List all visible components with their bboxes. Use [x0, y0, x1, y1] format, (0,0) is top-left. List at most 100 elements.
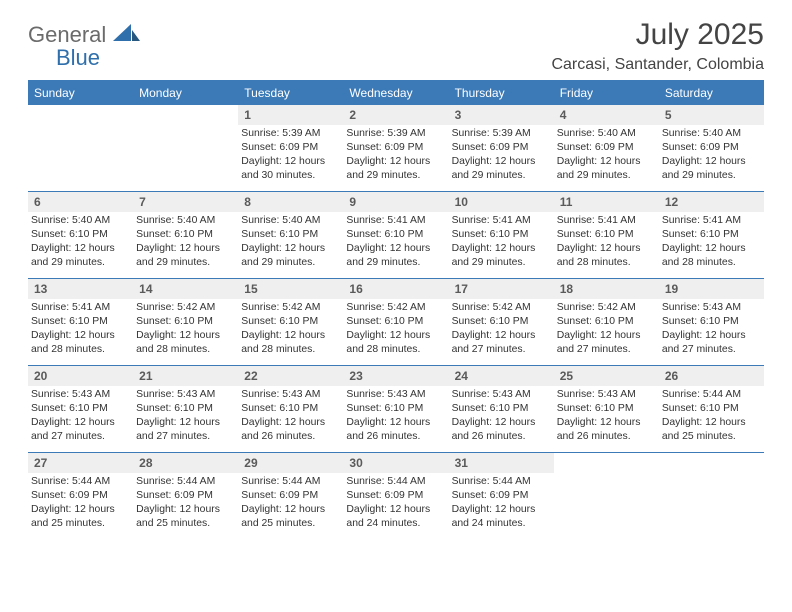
day-details: Sunrise: 5:39 AMSunset: 6:09 PMDaylight:…: [449, 125, 554, 187]
day-number: 24: [449, 366, 554, 386]
month-title: July 2025: [551, 18, 764, 52]
daylight-line2: and 29 minutes.: [452, 256, 551, 270]
sunset-text: Sunset: 6:09 PM: [662, 141, 761, 155]
sunset-text: Sunset: 6:10 PM: [136, 402, 235, 416]
weekday-header: Friday: [554, 82, 659, 105]
week-row: 20Sunrise: 5:43 AMSunset: 6:10 PMDayligh…: [28, 365, 764, 452]
daylight-line2: and 27 minutes.: [136, 430, 235, 444]
sunrise-text: Sunrise: 5:40 AM: [557, 127, 656, 141]
sunrise-text: Sunrise: 5:41 AM: [662, 214, 761, 228]
daylight-line1: Daylight: 12 hours: [452, 503, 551, 517]
day-cell: 25Sunrise: 5:43 AMSunset: 6:10 PMDayligh…: [554, 366, 659, 452]
calendar-page: General Blue July 2025 Carcasi, Santande…: [0, 0, 792, 539]
sunset-text: Sunset: 6:09 PM: [346, 489, 445, 503]
day-number: 27: [28, 453, 133, 473]
weekday-header: Sunday: [28, 82, 133, 105]
day-cell: 10Sunrise: 5:41 AMSunset: 6:10 PMDayligh…: [449, 192, 554, 278]
day-details: Sunrise: 5:41 AMSunset: 6:10 PMDaylight:…: [554, 212, 659, 274]
day-number: 13: [28, 279, 133, 299]
sunrise-text: Sunrise: 5:42 AM: [241, 301, 340, 315]
daylight-line2: and 29 minutes.: [662, 169, 761, 183]
day-details: Sunrise: 5:40 AMSunset: 6:10 PMDaylight:…: [28, 212, 133, 274]
daylight-line2: and 26 minutes.: [241, 430, 340, 444]
daylight-line1: Daylight: 12 hours: [136, 416, 235, 430]
day-number: 12: [659, 192, 764, 212]
daylight-line2: and 29 minutes.: [452, 169, 551, 183]
daylight-line2: and 27 minutes.: [662, 343, 761, 357]
daylight-line2: and 26 minutes.: [346, 430, 445, 444]
daylight-line1: Daylight: 12 hours: [662, 155, 761, 169]
day-details: Sunrise: 5:40 AMSunset: 6:10 PMDaylight:…: [133, 212, 238, 274]
daylight-line1: Daylight: 12 hours: [346, 416, 445, 430]
day-details: Sunrise: 5:44 AMSunset: 6:09 PMDaylight:…: [449, 473, 554, 535]
day-details: Sunrise: 5:44 AMSunset: 6:09 PMDaylight:…: [133, 473, 238, 535]
daylight-line2: and 26 minutes.: [557, 430, 656, 444]
daylight-line2: and 28 minutes.: [662, 256, 761, 270]
day-cell: 27Sunrise: 5:44 AMSunset: 6:09 PMDayligh…: [28, 453, 133, 539]
day-cell: 29Sunrise: 5:44 AMSunset: 6:09 PMDayligh…: [238, 453, 343, 539]
daylight-line1: Daylight: 12 hours: [346, 503, 445, 517]
week-row: 001Sunrise: 5:39 AMSunset: 6:09 PMDaylig…: [28, 105, 764, 191]
sunrise-text: Sunrise: 5:40 AM: [31, 214, 130, 228]
sunrise-text: Sunrise: 5:42 AM: [346, 301, 445, 315]
day-number: 31: [449, 453, 554, 473]
day-details: Sunrise: 5:40 AMSunset: 6:09 PMDaylight:…: [659, 125, 764, 187]
sunset-text: Sunset: 6:10 PM: [31, 228, 130, 242]
day-details: Sunrise: 5:43 AMSunset: 6:10 PMDaylight:…: [659, 299, 764, 361]
sunset-text: Sunset: 6:10 PM: [136, 228, 235, 242]
daylight-line1: Daylight: 12 hours: [241, 155, 340, 169]
day-number: 23: [343, 366, 448, 386]
sunrise-text: Sunrise: 5:43 AM: [31, 388, 130, 402]
daylight-line1: Daylight: 12 hours: [557, 329, 656, 343]
sunset-text: Sunset: 6:10 PM: [452, 402, 551, 416]
day-details: Sunrise: 5:43 AMSunset: 6:10 PMDaylight:…: [554, 386, 659, 448]
sunset-text: Sunset: 6:10 PM: [662, 402, 761, 416]
sunrise-text: Sunrise: 5:41 AM: [346, 214, 445, 228]
day-number: 25: [554, 366, 659, 386]
day-details: Sunrise: 5:41 AMSunset: 6:10 PMDaylight:…: [659, 212, 764, 274]
sunset-text: Sunset: 6:10 PM: [346, 315, 445, 329]
daylight-line1: Daylight: 12 hours: [241, 242, 340, 256]
day-cell: 7Sunrise: 5:40 AMSunset: 6:10 PMDaylight…: [133, 192, 238, 278]
day-details: Sunrise: 5:42 AMSunset: 6:10 PMDaylight:…: [343, 299, 448, 361]
day-cell: 1Sunrise: 5:39 AMSunset: 6:09 PMDaylight…: [238, 105, 343, 191]
sunrise-text: Sunrise: 5:42 AM: [557, 301, 656, 315]
sunset-text: Sunset: 6:10 PM: [662, 228, 761, 242]
day-cell: 6Sunrise: 5:40 AMSunset: 6:10 PMDaylight…: [28, 192, 133, 278]
daylight-line2: and 29 minutes.: [241, 256, 340, 270]
day-details: Sunrise: 5:42 AMSunset: 6:10 PMDaylight:…: [133, 299, 238, 361]
sunset-text: Sunset: 6:10 PM: [241, 402, 340, 416]
logo-sail-icon: [113, 24, 141, 42]
daylight-line1: Daylight: 12 hours: [662, 242, 761, 256]
daylight-line2: and 25 minutes.: [31, 517, 130, 531]
sunset-text: Sunset: 6:10 PM: [557, 402, 656, 416]
daylight-line2: and 28 minutes.: [557, 256, 656, 270]
sunset-text: Sunset: 6:09 PM: [241, 489, 340, 503]
day-details: Sunrise: 5:44 AMSunset: 6:09 PMDaylight:…: [238, 473, 343, 535]
day-cell: 16Sunrise: 5:42 AMSunset: 6:10 PMDayligh…: [343, 279, 448, 365]
day-cell: 8Sunrise: 5:40 AMSunset: 6:10 PMDaylight…: [238, 192, 343, 278]
sunset-text: Sunset: 6:10 PM: [452, 315, 551, 329]
sunrise-text: Sunrise: 5:44 AM: [346, 475, 445, 489]
sunrise-text: Sunrise: 5:41 AM: [452, 214, 551, 228]
day-details: Sunrise: 5:39 AMSunset: 6:09 PMDaylight:…: [343, 125, 448, 187]
header: General Blue July 2025 Carcasi, Santande…: [28, 18, 764, 78]
sunset-text: Sunset: 6:09 PM: [452, 141, 551, 155]
daylight-line1: Daylight: 12 hours: [452, 416, 551, 430]
day-cell: 3Sunrise: 5:39 AMSunset: 6:09 PMDaylight…: [449, 105, 554, 191]
day-number: 6: [28, 192, 133, 212]
daylight-line1: Daylight: 12 hours: [136, 503, 235, 517]
daylight-line2: and 25 minutes.: [241, 517, 340, 531]
day-number: 4: [554, 105, 659, 125]
empty-cell: 0: [133, 105, 238, 191]
day-details: Sunrise: 5:42 AMSunset: 6:10 PMDaylight:…: [554, 299, 659, 361]
day-details: Sunrise: 5:43 AMSunset: 6:10 PMDaylight:…: [343, 386, 448, 448]
daylight-line2: and 28 minutes.: [31, 343, 130, 357]
day-cell: 4Sunrise: 5:40 AMSunset: 6:09 PMDaylight…: [554, 105, 659, 191]
empty-cell: 0: [659, 453, 764, 539]
sunset-text: Sunset: 6:09 PM: [241, 141, 340, 155]
daylight-line1: Daylight: 12 hours: [241, 329, 340, 343]
day-details: Sunrise: 5:42 AMSunset: 6:10 PMDaylight:…: [238, 299, 343, 361]
week-row: 27Sunrise: 5:44 AMSunset: 6:09 PMDayligh…: [28, 452, 764, 539]
daylight-line2: and 29 minutes.: [557, 169, 656, 183]
